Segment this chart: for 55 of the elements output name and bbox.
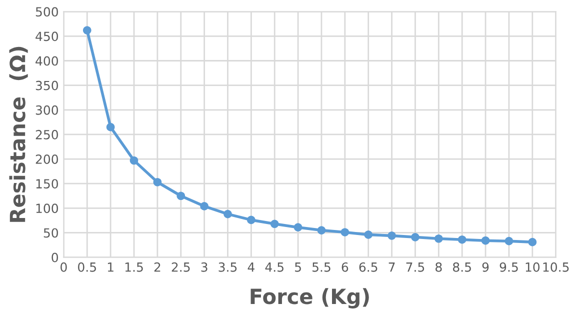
x-tick-label: 10 <box>526 262 540 272</box>
point <box>528 238 537 246</box>
x-tick-label: 5 <box>295 262 301 272</box>
point <box>504 236 514 246</box>
point <box>270 220 279 228</box>
point <box>317 226 326 234</box>
y-tick-label: 400 <box>36 56 58 66</box>
point <box>481 236 490 245</box>
x-tick-label: 7 <box>388 262 395 272</box>
y-tick-label: 350 <box>36 80 58 90</box>
x-tick-label: 6.5 <box>359 262 378 272</box>
x-tick-label: 2.5 <box>172 262 190 272</box>
x-tick-label: 6 <box>342 262 348 272</box>
x-tick-label: 2 <box>154 262 160 272</box>
x-tick-label: 10.5 <box>543 262 569 272</box>
x-tick-label: 5.5 <box>312 262 330 272</box>
y-tick-label: 0 <box>52 252 58 262</box>
y-tick-label: 250 <box>36 130 58 140</box>
point <box>411 232 420 242</box>
point <box>340 228 350 236</box>
x-tick-label: 3.5 <box>218 262 237 272</box>
x-tick-label: 3 <box>201 262 208 272</box>
point <box>364 230 373 239</box>
x-tick-label: 7.5 <box>406 262 424 272</box>
x-tick-label: 9 <box>482 262 489 272</box>
point <box>458 235 466 244</box>
y-tick-label: 100 <box>36 204 58 214</box>
y-tick-label: 500 <box>36 7 58 17</box>
y-tick-label: 200 <box>36 154 58 164</box>
point <box>247 216 256 224</box>
x-axis-title: Force (Kg) <box>250 288 369 308</box>
x-tick-label: 1.5 <box>125 262 143 272</box>
point <box>294 223 302 232</box>
x-tick-label: 8 <box>436 262 442 272</box>
x-tick-label: 0 <box>60 262 67 272</box>
x-tick-label: 8.5 <box>453 262 471 272</box>
y-tick-label: 300 <box>36 105 58 115</box>
point <box>130 156 138 165</box>
x-tick-label: 4 <box>248 262 254 272</box>
y-tick-label: 50 <box>44 228 58 238</box>
y-tick-label: 150 <box>36 179 58 189</box>
y-axis-title: Resistance (Ω) <box>9 46 28 222</box>
x-tick-label: 0.5 <box>78 262 96 272</box>
point <box>200 202 208 210</box>
point <box>82 26 92 34</box>
point <box>153 178 162 186</box>
x-tick-label: 9.5 <box>500 262 518 272</box>
point <box>434 234 443 243</box>
x-tick-label: 1 <box>108 262 114 272</box>
y-tick-label: 450 <box>36 32 58 42</box>
point <box>176 192 186 200</box>
x-tick-label: 4.5 <box>265 262 284 272</box>
point <box>106 122 115 132</box>
point <box>388 232 396 240</box>
point <box>224 210 232 218</box>
